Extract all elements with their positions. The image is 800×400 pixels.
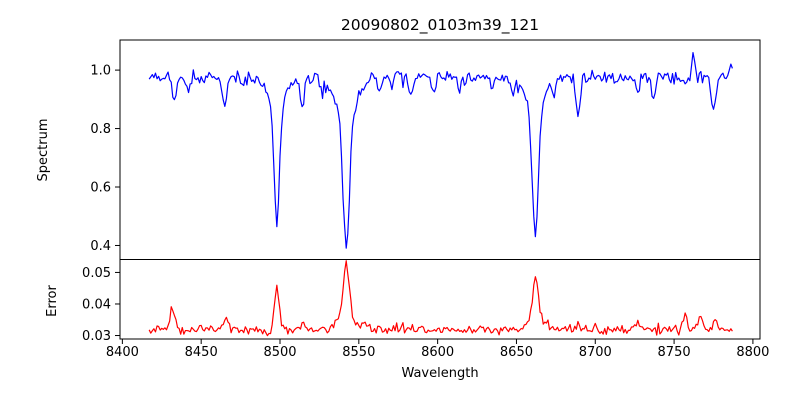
y-tick-label-spectrum: 0.4 [90,239,111,254]
y-tick-label-spectrum: 1.0 [90,64,111,79]
y-tick-label-error: 0.03 [82,329,111,344]
chart-title: 20090802_0103m39_121 [341,16,539,35]
x-tick-label: 8450 [185,345,218,360]
x-tick-label: 8650 [500,345,533,360]
x-tick-label: 8400 [106,345,139,360]
x-tick-label: 8600 [421,345,454,360]
x-tick-label: 8800 [736,345,769,360]
y-tick-label-error: 0.05 [82,266,111,281]
error-line [148,260,733,337]
y-tick-label-error: 0.04 [82,297,111,312]
y-axis-label-error: Error [45,285,60,317]
x-tick-label: 8550 [342,345,375,360]
panel-frame-error [119,259,761,340]
y-tick-label-spectrum: 0.6 [90,181,111,196]
y-axis-label-spectrum: Spectrum [36,119,51,182]
y-tick-label-spectrum: 0.8 [90,122,111,137]
x-tick-label: 8500 [263,345,296,360]
x-tick-label: 8700 [579,345,612,360]
x-axis-label: Wavelength [401,366,478,381]
spectrum-line [148,52,733,249]
panel-frame-spectrum [119,39,761,260]
x-tick-label: 8750 [658,345,691,360]
